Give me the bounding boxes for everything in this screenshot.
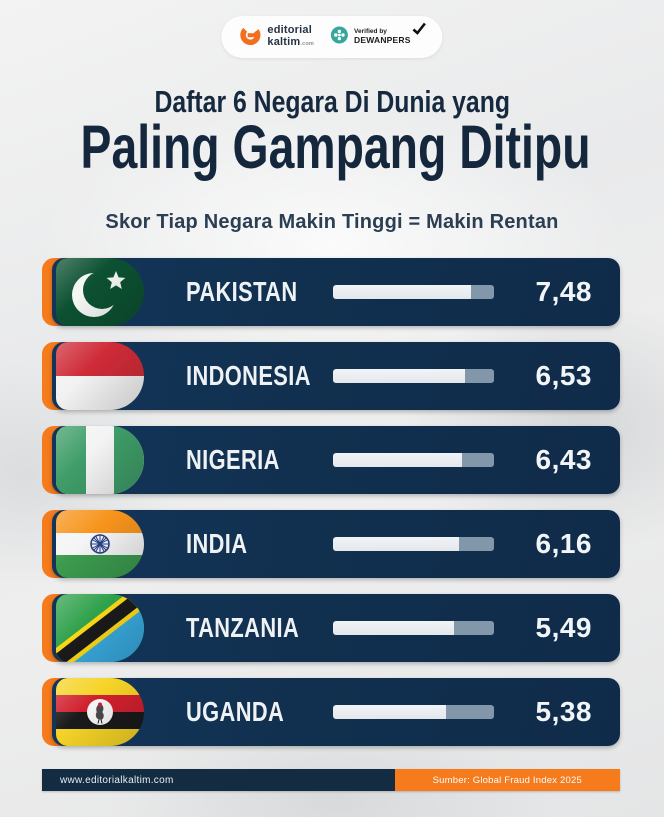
source-credit: Sumber: Global Fraud Index 2025 (394, 769, 620, 791)
score-value: 6,16 (535, 528, 592, 559)
country-name: PAKISTAN (186, 276, 298, 307)
country-name: INDIA (186, 528, 248, 559)
uganda-flag-icon (56, 678, 144, 746)
country-row: TANZANIA 5,49 (42, 594, 620, 662)
country-row: NIGERIA 6,43 (42, 426, 620, 494)
verified-check-icon (412, 22, 427, 40)
dewanpers-label: DEWANPERS (354, 34, 411, 45)
score-bar-track (333, 285, 494, 299)
editorial-kaltim-logo-icon (239, 24, 261, 51)
country-row: INDIA 6,16 (42, 510, 620, 578)
verified-by-label: Verified by (354, 28, 387, 36)
score-bar-fill (333, 369, 466, 383)
country-name: NIGERIA (186, 444, 280, 475)
footer-bar: www.editorialkaltim.com Sumber: Global F… (42, 769, 620, 791)
score-value: 6,53 (535, 360, 592, 391)
dewanpers-badge-icon (330, 26, 348, 49)
country-name: UGANDA (186, 696, 285, 727)
score-value: 5,38 (535, 696, 592, 727)
score-bar-fill (333, 285, 472, 299)
brand-text: editorial kaltim.com (267, 25, 314, 48)
score-bar-track (333, 705, 494, 719)
score-bar-fill (333, 621, 454, 635)
title-line-2: Paling Gampang Ditipu (80, 113, 591, 181)
website-url: www.editorialkaltim.com (42, 769, 395, 791)
editorial-kaltim-logo: editorial kaltim.com (239, 24, 314, 51)
dewanpers-verified-badge: Verified by DEWANPERS (330, 23, 427, 49)
score-bar-track (333, 369, 494, 383)
score-value: 6,43 (535, 444, 592, 475)
score-bar-track (333, 621, 494, 635)
brand-name-top: editorial (267, 24, 312, 37)
score-value: 5,49 (535, 612, 592, 643)
score-value: 7,48 (535, 276, 592, 307)
pakistan-flag-icon (56, 258, 144, 326)
header-pill: editorial kaltim.com (221, 16, 443, 58)
indonesia-flag-icon (56, 342, 144, 410)
badge-text: Verified by DEWANPERS (354, 23, 427, 45)
country-name: TANZANIA (186, 612, 300, 643)
score-bar-fill (333, 453, 462, 467)
subtitle: Skor Tiap Negara Makin Tinggi = Makin Re… (105, 211, 559, 233)
country-row: UGANDA 5,38 (42, 678, 620, 746)
title-line-1: Daftar 6 Negara Di Dunia yang (154, 84, 510, 119)
score-bar-track (333, 453, 494, 467)
country-name: INDONESIA (186, 360, 311, 391)
country-row: PAKISTAN 7,48 (42, 258, 620, 326)
nigeria-flag-icon (56, 426, 144, 494)
india-flag-icon (56, 510, 144, 578)
brand-name-suffix: .com (300, 41, 315, 47)
brand-name-bottom: kaltim.com (267, 36, 315, 48)
country-row: INDONESIA 6,53 (42, 342, 620, 410)
score-bar-track (333, 537, 494, 551)
score-bar-fill (333, 705, 446, 719)
score-bar-fill (333, 537, 459, 551)
tanzania-flag-icon (56, 594, 144, 662)
